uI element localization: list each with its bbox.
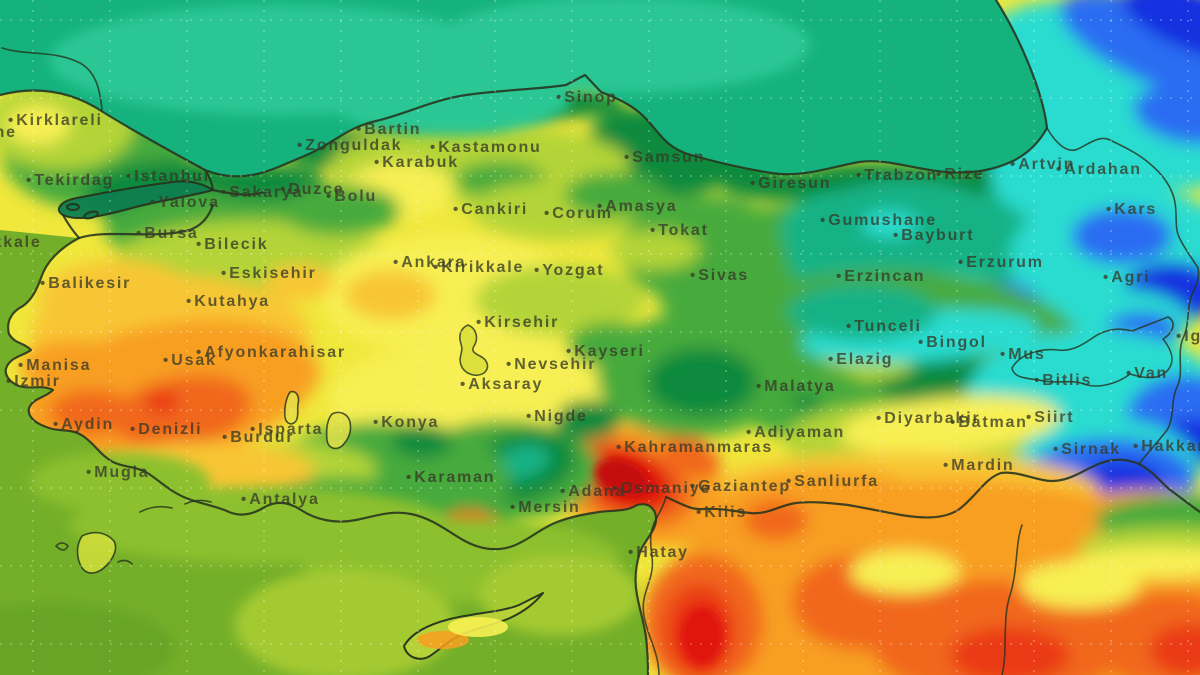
black-sea-coastline: [0, 0, 1049, 178]
aegean-islands: [55, 499, 212, 565]
lake-egirdir: [325, 411, 352, 450]
dardanelles-strait: [61, 213, 81, 240]
marmara-island: [83, 210, 99, 220]
east-border: [1046, 127, 1200, 465]
sea-shading: [0, 452, 640, 675]
lake-beysehir: [283, 390, 300, 425]
marmara-island: [66, 203, 80, 211]
bosporus-strait: [203, 168, 215, 192]
rhodes-island: [76, 531, 117, 574]
syria-iraq-border: [1001, 524, 1023, 675]
marmara-sea: [57, 180, 214, 220]
cyprus-warm-patch: [448, 617, 508, 637]
lake-tuz: [459, 324, 489, 376]
marmara-south-coast: [77, 188, 266, 240]
bulgaria-border: [1, 47, 103, 111]
lake-van: [1011, 316, 1174, 387]
hatay-border: [642, 496, 667, 675]
cyprus-warm-patch: [417, 631, 469, 649]
syria-border: [664, 458, 1200, 519]
intense-cores: [595, 0, 1200, 666]
aegean-med-coastline: [4, 236, 658, 675]
